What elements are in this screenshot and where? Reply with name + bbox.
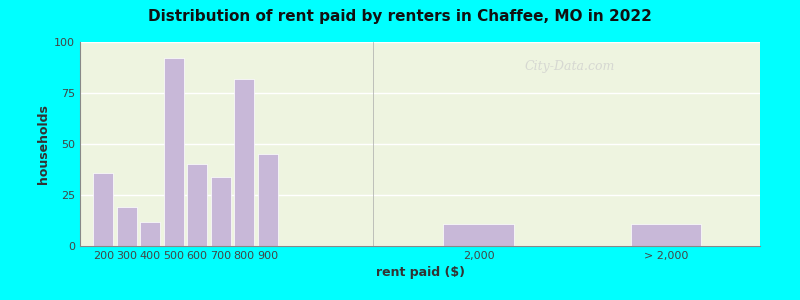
Bar: [140, 221, 160, 246]
Text: Distribution of rent paid by renters in Chaffee, MO in 2022: Distribution of rent paid by renters in …: [148, 9, 652, 24]
Bar: [117, 207, 137, 246]
Bar: [210, 177, 230, 246]
Y-axis label: households: households: [37, 104, 50, 184]
Bar: [187, 164, 207, 246]
Bar: [631, 224, 702, 246]
Text: City-Data.com: City-Data.com: [525, 60, 614, 73]
Bar: [443, 224, 514, 246]
Bar: [94, 172, 114, 246]
Bar: [234, 79, 254, 246]
Bar: [164, 58, 184, 246]
X-axis label: rent paid ($): rent paid ($): [375, 266, 465, 279]
Bar: [258, 154, 278, 246]
